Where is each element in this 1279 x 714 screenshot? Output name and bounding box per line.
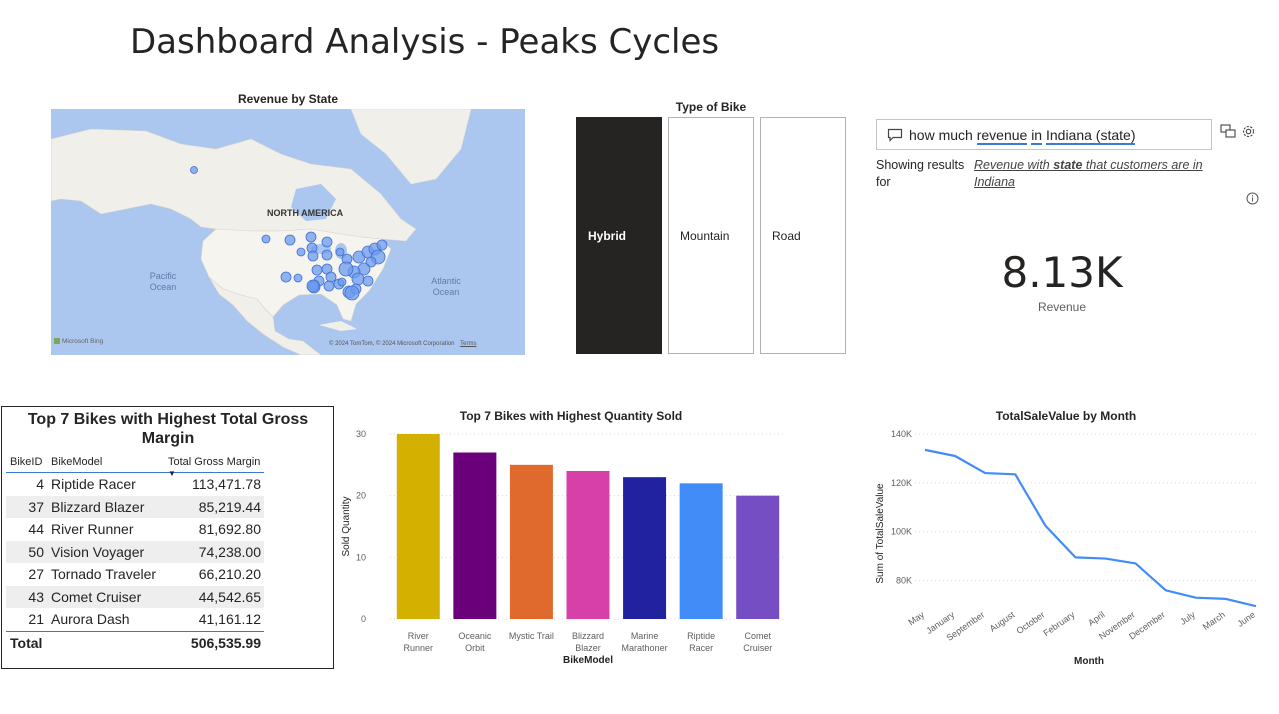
y-tick-label: 120K (891, 478, 912, 488)
kpi-label: Revenue (1037, 300, 1087, 314)
x-tick-label: Oceanic (458, 631, 492, 641)
x-tick-label: Orbit (465, 643, 485, 653)
gross-margin-table: BikeID BikeModel Total Gross Margin ▼ 4 Ri… (6, 448, 264, 654)
table-row[interactable]: 50 Vision Voyager 74,238.00 (6, 540, 264, 563)
x-tick-label: Blazer (575, 643, 601, 653)
terms-link[interactable]: Terms (460, 341, 477, 347)
map-canvas (51, 109, 525, 355)
x-tick-label: Comet (744, 631, 771, 641)
x-axis-label: Month (1074, 656, 1104, 667)
sort-desc-icon: ▼ (168, 469, 176, 478)
ocean-label-atlantic: Atlantic Ocean (431, 276, 461, 297)
x-tick-label: Mystic Trail (509, 631, 554, 641)
map-bubbles (190, 166, 388, 301)
table-row[interactable]: 4 Riptide Racer 113,471.78 (36, 476, 261, 493)
y-axis-label: Sold Quantity (341, 496, 352, 556)
x-tick-label: February (1041, 609, 1077, 638)
table-total-row: Total 506,535.99 (6, 630, 264, 654)
bar-chart-title: Top 7 Bikes with Highest Quantity Sold (460, 409, 682, 423)
bar[interactable] (396, 434, 440, 619)
column-header-bikeid[interactable]: BikeID (6, 448, 47, 473)
column-header-bikemodel[interactable]: BikeModel (47, 448, 164, 473)
bar[interactable] (736, 495, 780, 619)
table-row[interactable]: 37 Blizzard Blazer 85,219.44 (6, 495, 264, 518)
map-title: Revenue by State (237, 92, 339, 106)
y-axis-label: Sum of TotalSaleValue (875, 483, 886, 584)
column-header-total-gross-margin[interactable]: Total Gross Margin ▼ (164, 448, 264, 478)
x-tick-label: Riptide (687, 631, 715, 641)
line-series[interactable] (924, 448, 1257, 608)
x-tick-label: Cruiser (743, 643, 772, 653)
x-tick-label: July (1178, 609, 1197, 627)
sales-by-month-line-chart[interactable]: TotalSaleValue by Month 80K 100K 120K 140K Su… (860, 400, 1270, 672)
x-tick-label: March (1201, 609, 1227, 632)
continent-label: NORTH AMERICA (267, 208, 344, 218)
x-tick-label: Blizzard (572, 631, 604, 641)
x-tick-label: River (408, 631, 429, 641)
quantity-sold-bar-chart[interactable]: Top 7 Bikes with Highest Quantity Sold 0 1… (338, 400, 838, 672)
y-tick-label: 100K (891, 527, 912, 537)
y-tick-label: 10 (356, 552, 366, 562)
revenue-map[interactable]: NORTH AMERICA Pacific Ocean Atlantic Ocean… (51, 109, 525, 355)
bar[interactable] (566, 471, 610, 619)
x-tick-label: Marathoner (622, 643, 668, 653)
qna-question-input[interactable]: how much revenue in Indiana (state) (876, 119, 1212, 150)
x-tick-label: Marine (631, 631, 659, 641)
map-attribution: © 2024 TomTom, © 2024 Microsoft Corporat… (329, 341, 477, 347)
x-tick-label: Racer (689, 643, 713, 653)
x-tick-label: June (1235, 609, 1257, 628)
chat-bubble-icon (887, 128, 903, 142)
kpi-value: 8.13K (1001, 248, 1123, 297)
x-tick-label: April (1086, 609, 1106, 628)
bar[interactable] (679, 483, 723, 619)
bar[interactable] (623, 477, 667, 619)
x-tick-label: August (988, 609, 1017, 634)
x-tick-label: Runner (404, 643, 434, 653)
ocean-label-pacific: Pacific Ocean (149, 271, 177, 292)
slicer-title: Type of Bike (675, 100, 747, 114)
table-row[interactable]: 21 Aurora Dash 41,161.12 (28, 611, 261, 628)
gear-icon[interactable] (1241, 124, 1256, 139)
y-tick-label: 0 (361, 614, 366, 624)
slicer-tile-hybrid[interactable]: Hybrid (576, 117, 662, 354)
bar[interactable] (453, 452, 497, 620)
table-row[interactable]: 27 Tornado Traveler 66,210.20 (28, 566, 261, 583)
table-row[interactable]: 44 River Runner 81,692.80 (28, 521, 261, 538)
slicer-tile-road[interactable]: Road (760, 117, 846, 354)
y-tick-label: 30 (356, 429, 366, 439)
slicer-tile-mountain[interactable]: Mountain (668, 117, 754, 354)
y-tick-label: 20 (356, 491, 366, 501)
table-row[interactable]: 43 Comet Cruiser 44,542.65 (6, 585, 264, 608)
qna-showing-label: Showing results for (876, 158, 965, 189)
y-tick-label: 140K (891, 429, 912, 439)
x-tick-label: May (906, 609, 926, 627)
x-axis-label: BikeModel (563, 655, 613, 666)
table-title: Top 7 Bikes with Highest Total Gross Mar… (27, 411, 309, 447)
bing-logo: Microsoft Bing (54, 338, 103, 345)
convert-visual-icon[interactable] (1220, 124, 1237, 139)
qna-restatement[interactable]: Revenue with state that customers are in… (974, 158, 1203, 189)
line-chart-title: TotalSaleValue by Month (996, 409, 1136, 423)
y-tick-label: 80K (896, 576, 912, 586)
info-icon[interactable] (1246, 192, 1259, 205)
page-title: Dashboard Analysis - Peaks Cycles (130, 22, 720, 62)
bar[interactable] (509, 464, 553, 619)
qna-question-text: how much revenue in Indiana (state) (909, 126, 1136, 145)
